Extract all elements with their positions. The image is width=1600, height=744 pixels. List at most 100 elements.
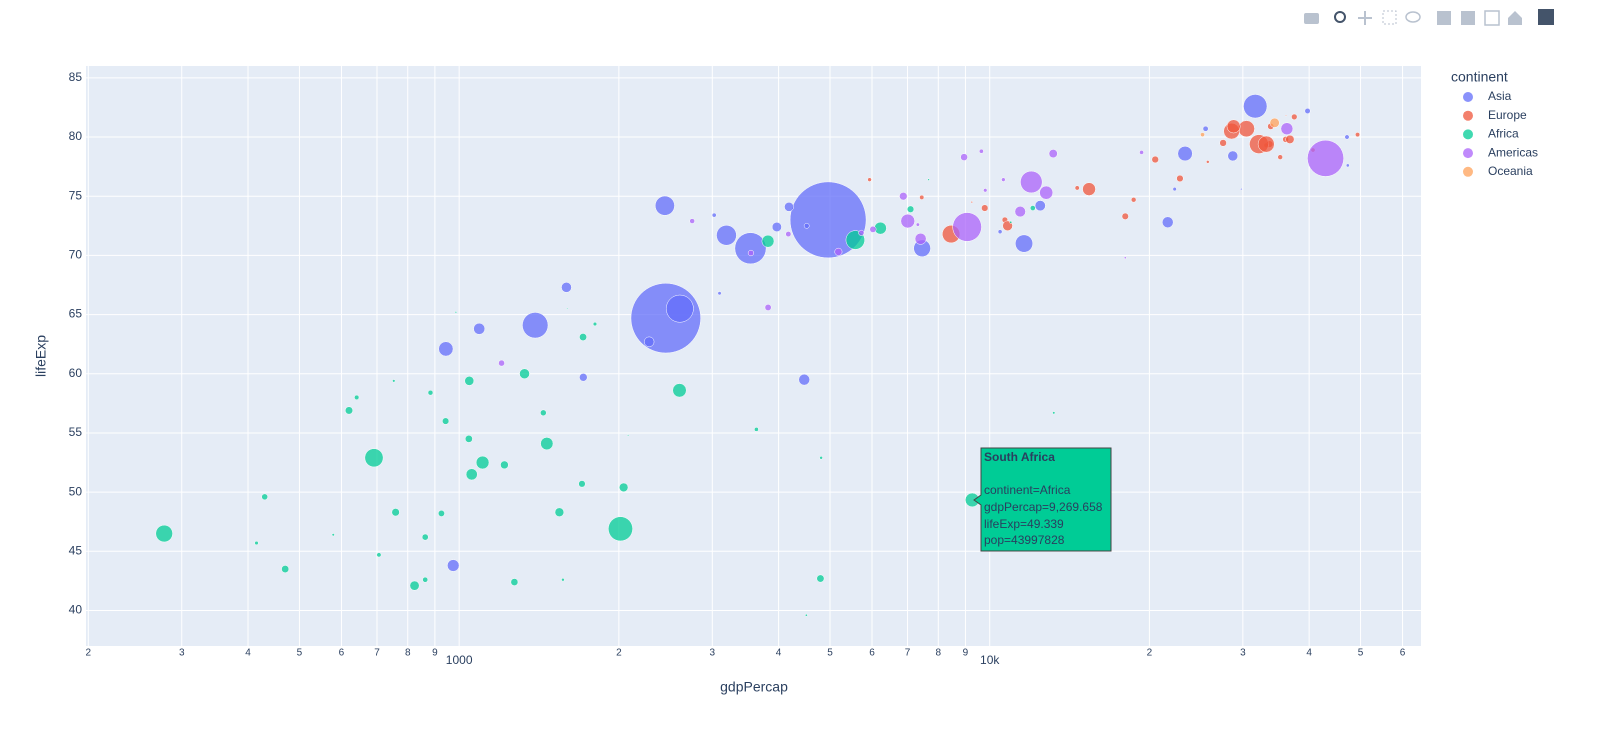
bubble xyxy=(1257,135,1275,153)
bubble xyxy=(819,456,823,460)
bubble xyxy=(734,232,767,265)
modebar xyxy=(1304,9,1554,26)
bubble xyxy=(906,205,915,213)
x-tick-label: 4 xyxy=(245,648,251,659)
y-axis-title: lifeExp xyxy=(33,335,49,377)
x-tick-label: 8 xyxy=(405,648,411,659)
legend-label[interactable]: Oceania xyxy=(1488,164,1533,178)
bubble xyxy=(771,222,782,232)
bubble xyxy=(465,468,478,481)
x-tick-label: 9 xyxy=(432,648,438,659)
bubble xyxy=(1151,155,1159,164)
bubble xyxy=(447,559,460,572)
bubble xyxy=(592,321,598,327)
bubble xyxy=(1355,132,1361,138)
legend-title: continent xyxy=(1451,69,1508,85)
x-tick-label: 3 xyxy=(710,648,716,659)
x-tick-label: 5 xyxy=(1358,648,1364,659)
bubble xyxy=(561,282,572,293)
bubble xyxy=(554,507,565,517)
legend-marker[interactable] xyxy=(1463,92,1473,102)
tooltip-line: continent=Africa xyxy=(984,483,1071,497)
bubble xyxy=(438,341,454,357)
legend-label[interactable]: Asia xyxy=(1488,89,1512,103)
bubble xyxy=(1344,134,1350,140)
bubble xyxy=(1240,187,1243,191)
x-axis-title: gdpPercap xyxy=(720,679,788,695)
y-tick-label: 70 xyxy=(69,248,83,262)
bubble xyxy=(761,234,775,248)
bubble xyxy=(654,195,675,216)
bubble xyxy=(834,247,843,256)
x-tick-label: 4 xyxy=(776,648,782,659)
hover-tooltip: South Africa continent=Africa gdpPercap=… xyxy=(973,447,1112,552)
camera-icon[interactable] xyxy=(1304,13,1319,24)
legend-marker[interactable] xyxy=(1463,129,1473,140)
legend-label[interactable]: Europe xyxy=(1488,108,1527,122)
y-tick-label: 50 xyxy=(69,484,83,498)
tooltip-title: South Africa xyxy=(984,450,1055,464)
bubble xyxy=(522,312,549,339)
legend-marker[interactable] xyxy=(1463,148,1473,159)
tooltip-line: gdpPercap=9,269.658 xyxy=(984,500,1103,514)
bubble xyxy=(689,218,695,224)
plot-background xyxy=(86,66,1421,646)
bubble xyxy=(421,533,429,541)
bubble xyxy=(1123,256,1127,260)
x-tick-label: 3 xyxy=(1240,648,1246,659)
tooltip-line: pop=43997828 xyxy=(984,533,1065,547)
bubble xyxy=(1172,186,1177,192)
bubble xyxy=(500,460,509,470)
bubble xyxy=(376,552,382,558)
bubble xyxy=(914,232,927,245)
bubble xyxy=(630,283,701,354)
bubble xyxy=(983,188,988,193)
bubble xyxy=(919,194,925,200)
bubble xyxy=(927,178,930,181)
bubble xyxy=(540,409,547,417)
bubble xyxy=(579,373,588,382)
legend-marker[interactable] xyxy=(1463,110,1473,121)
x-tick-label: 5 xyxy=(297,648,303,659)
bubble xyxy=(1034,200,1046,212)
box-select-icon[interactable] xyxy=(1382,10,1397,25)
bubble xyxy=(1237,120,1255,138)
pan-icon[interactable] xyxy=(1358,11,1372,25)
bubble xyxy=(354,394,360,400)
bubble xyxy=(1206,160,1210,164)
legend-label[interactable]: Africa xyxy=(1488,127,1519,141)
y-tick-label: 45 xyxy=(69,543,83,557)
lasso-icon[interactable] xyxy=(1405,11,1421,23)
x-tick-label: 2 xyxy=(86,648,92,659)
legend-label[interactable]: Americas xyxy=(1488,145,1538,159)
bubble xyxy=(155,524,173,543)
bubble xyxy=(960,153,968,161)
plotly-logo[interactable] xyxy=(1538,9,1554,25)
bubble xyxy=(464,434,473,443)
bubble xyxy=(422,576,429,583)
bubble xyxy=(899,192,908,201)
bubble xyxy=(409,580,420,591)
bubble xyxy=(519,368,530,380)
bubble xyxy=(747,249,755,257)
zoom-out-icon[interactable] xyxy=(1461,11,1475,25)
bubble xyxy=(952,212,982,242)
bubble xyxy=(981,204,989,212)
bubble xyxy=(1219,139,1227,147)
x-tick-label: 8 xyxy=(936,648,942,659)
bubble xyxy=(858,229,865,236)
autoscale-icon[interactable] xyxy=(1484,10,1500,26)
bubble xyxy=(1015,234,1033,253)
bubble xyxy=(345,406,354,415)
bubble xyxy=(867,177,872,182)
y-tick-label: 75 xyxy=(69,188,83,202)
zoom-in-icon[interactable] xyxy=(1437,11,1451,25)
zoom-icon[interactable] xyxy=(1334,11,1346,23)
y-tick-label: 40 xyxy=(69,603,83,617)
reset-icon[interactable] xyxy=(1508,11,1522,25)
bubble xyxy=(442,417,450,425)
legend-marker[interactable] xyxy=(1463,166,1473,177)
bubble xyxy=(1039,185,1054,200)
bubble xyxy=(1082,182,1096,196)
bubble xyxy=(627,434,630,437)
